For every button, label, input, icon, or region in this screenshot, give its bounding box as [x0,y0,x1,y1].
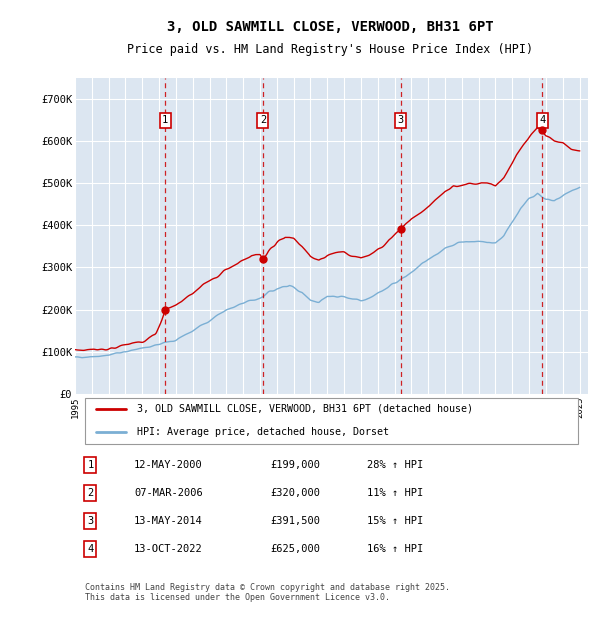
Text: HPI: Average price, detached house, Dorset: HPI: Average price, detached house, Dors… [137,427,389,437]
Text: 2: 2 [260,115,266,125]
Text: 12-MAY-2000: 12-MAY-2000 [134,460,203,470]
Text: £625,000: £625,000 [270,544,320,554]
Text: 3: 3 [87,516,94,526]
Text: 15% ↑ HPI: 15% ↑ HPI [367,516,424,526]
Text: 3, OLD SAWMILL CLOSE, VERWOOD, BH31 6PT: 3, OLD SAWMILL CLOSE, VERWOOD, BH31 6PT [167,20,493,34]
Text: £320,000: £320,000 [270,488,320,498]
Text: 1: 1 [162,115,169,125]
Text: 13-OCT-2022: 13-OCT-2022 [134,544,203,554]
Text: 3, OLD SAWMILL CLOSE, VERWOOD, BH31 6PT (detached house): 3, OLD SAWMILL CLOSE, VERWOOD, BH31 6PT … [137,404,473,414]
Text: 07-MAR-2006: 07-MAR-2006 [134,488,203,498]
Text: Contains HM Land Registry data © Crown copyright and database right 2025.
This d: Contains HM Land Registry data © Crown c… [85,583,450,602]
FancyBboxPatch shape [85,397,578,444]
Text: 4: 4 [87,544,94,554]
Text: 4: 4 [539,115,545,125]
Text: £391,500: £391,500 [270,516,320,526]
Text: £199,000: £199,000 [270,460,320,470]
Text: 2: 2 [87,488,94,498]
Text: Price paid vs. HM Land Registry's House Price Index (HPI): Price paid vs. HM Land Registry's House … [127,43,533,56]
Text: 1: 1 [87,460,94,470]
Text: 16% ↑ HPI: 16% ↑ HPI [367,544,424,554]
Text: 28% ↑ HPI: 28% ↑ HPI [367,460,424,470]
Text: 13-MAY-2014: 13-MAY-2014 [134,516,203,526]
Text: 3: 3 [398,115,404,125]
Text: 11% ↑ HPI: 11% ↑ HPI [367,488,424,498]
